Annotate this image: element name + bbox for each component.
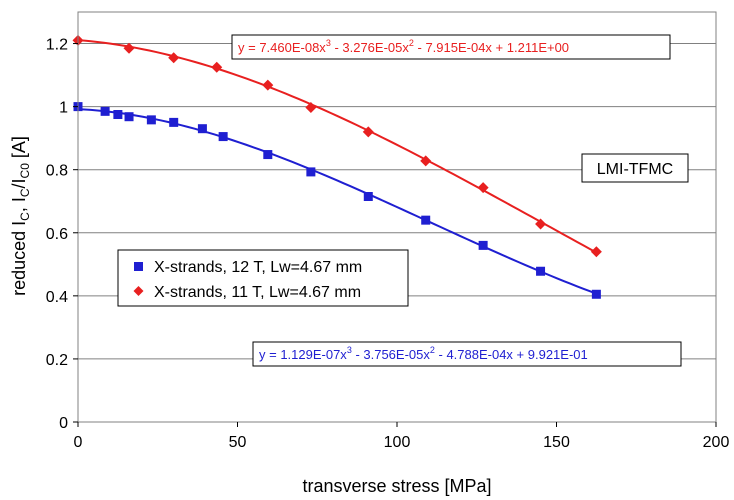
- x-tick-label: 0: [74, 434, 83, 451]
- point-11T: [420, 155, 432, 167]
- point-12T: [197, 124, 207, 134]
- point-12T: [591, 289, 601, 299]
- point-11T: [262, 79, 274, 91]
- y-tick-label: 1.2: [46, 37, 68, 54]
- point-12T: [169, 117, 179, 127]
- point-11T: [211, 61, 223, 73]
- y-tick-label: 0: [59, 415, 68, 432]
- point-11T: [168, 52, 180, 64]
- point-12T: [100, 106, 110, 116]
- fit-curves: [77, 39, 597, 295]
- x-tick-label: 50: [229, 434, 247, 451]
- y-axis-ticks: 0 0.2 0.4 0.6 0.8 1 1.2: [46, 37, 78, 432]
- point-12T: [478, 240, 488, 250]
- y-axis-label: reduced IC, IC/IC0 [A]: [9, 136, 32, 296]
- point-11T: [590, 246, 602, 258]
- fit-equation-11T-box: [231, 34, 671, 60]
- svg-text:y = 1.129E-07x3 - 3.756E-05x2: y = 1.129E-07x3 - 3.756E-05x2 - 4.788E-0…: [259, 345, 588, 362]
- fit-curve-11T: [77, 39, 597, 254]
- legend-marker-11T: [133, 286, 144, 296]
- svg-text:LMI-TFMC: LMI-TFMC: [597, 161, 673, 178]
- svg-text:y = 7.460E-08x3 - 3.276E-05x2: y = 7.460E-08x3 - 3.276E-05x2 - 7.915E-0…: [238, 38, 569, 55]
- fit-equation-12T: y = 1.129E-07x3 - 3.756E-05x2 - 4.788E-0…: [252, 341, 682, 367]
- point-12T: [113, 110, 123, 119]
- y-tick-label: 0.6: [46, 226, 68, 243]
- label-lmi-tfmc: LMI-TFMC: [581, 153, 689, 183]
- fit-equation-11T: y = 7.460E-08x3 - 3.276E-05x2 - 7.915E-0…: [231, 34, 671, 60]
- data-points: [72, 34, 602, 299]
- point-11T: [123, 42, 135, 54]
- fit-curve-12T: [77, 108, 597, 295]
- x-tick-label: 150: [543, 434, 570, 451]
- point-11T: [477, 182, 489, 194]
- x-tick-label: 100: [384, 434, 411, 451]
- legend: X-strands, 12 T, Lw=4.67 mm X-strands, 1…: [117, 249, 409, 307]
- legend-marker-12T: [134, 262, 143, 271]
- point-12T: [146, 115, 156, 125]
- y-tick-label: 0.8: [46, 163, 68, 180]
- legend-box: [117, 249, 409, 307]
- y-tick-label: 0.4: [46, 289, 68, 306]
- point-12T: [218, 132, 228, 142]
- fit-equation-12T-box: [252, 341, 682, 367]
- point-11T: [362, 126, 374, 138]
- point-12T: [363, 192, 373, 201]
- point-12T: [263, 150, 273, 160]
- point-12T: [536, 266, 546, 276]
- y-tick-label: 0.2: [46, 352, 68, 369]
- x-axis-ticks: 0 50 100 150 200: [74, 422, 730, 451]
- point-11T: [535, 218, 547, 230]
- point-12T: [124, 112, 134, 122]
- legend-label-12T: X-strands, 12 T, Lw=4.67 mm: [154, 259, 362, 276]
- point-11T: [305, 102, 317, 114]
- legend-label-11T: X-strands, 11 T, Lw=4.67 mm: [154, 284, 361, 301]
- x-axis-label: transverse stress [MPa]: [302, 476, 491, 496]
- y-tick-label: 1: [59, 100, 68, 117]
- point-12T: [306, 167, 316, 177]
- point-12T: [421, 215, 431, 225]
- x-tick-label: 200: [703, 434, 730, 451]
- label-lmi-tfmc-box: [581, 153, 689, 183]
